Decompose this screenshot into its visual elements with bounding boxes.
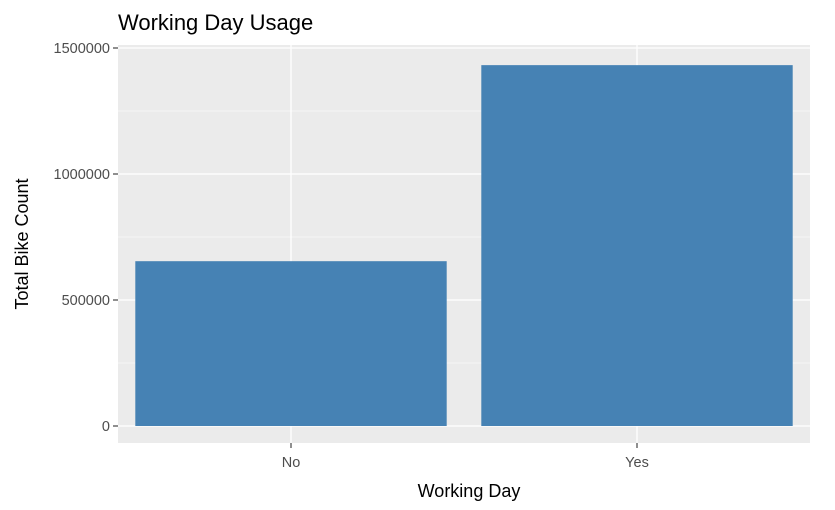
- bar-yes: [481, 65, 793, 427]
- bar-no: [135, 261, 447, 426]
- x-axis: No Yes: [282, 443, 649, 471]
- y-axis-title: Total Bike Count: [12, 178, 32, 309]
- x-tick-label: Yes: [625, 455, 649, 471]
- y-tick-label: 1500000: [54, 41, 110, 57]
- y-tick-label: 1000000: [54, 167, 110, 183]
- x-tick-label: No: [282, 455, 301, 471]
- y-tick-label: 500000: [62, 293, 110, 309]
- x-axis-title: Working Day: [418, 481, 521, 501]
- bars: [135, 65, 793, 427]
- y-axis: 0 500000 1000000 1500000: [54, 41, 118, 435]
- y-tick-label: 0: [102, 419, 110, 435]
- chart-title: Working Day Usage: [118, 10, 313, 35]
